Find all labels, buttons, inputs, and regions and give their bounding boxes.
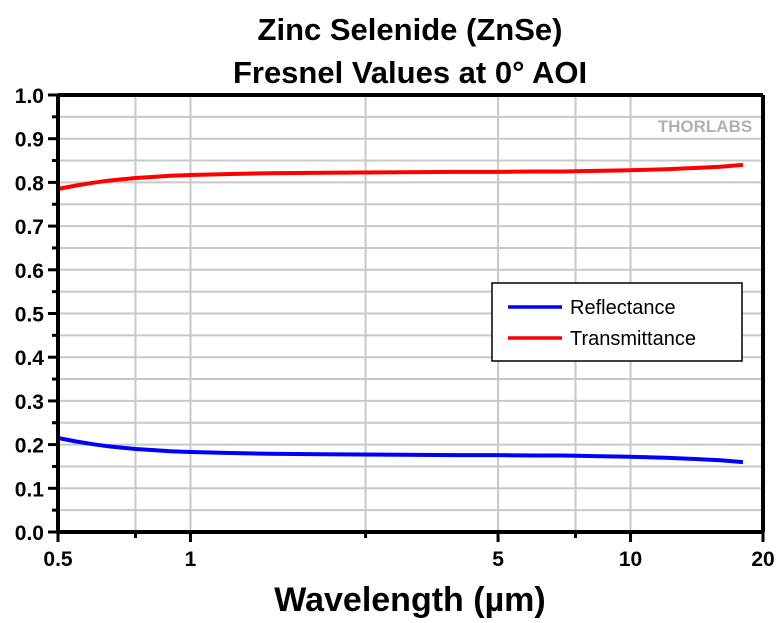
y-tick-label: 0.9 bbox=[15, 129, 44, 152]
y-tick-label: 0.5 bbox=[15, 304, 45, 327]
x-tick-label: 1 bbox=[185, 548, 197, 571]
y-tick-label: 0.3 bbox=[15, 391, 44, 414]
y-tick-label: 1.0 bbox=[15, 85, 44, 108]
tick-labels: 0.0 0.1 0.2 0.3 0.4 0.5 0.6 0.7 0.8 0.9 1.0 0.5 1 5 10… bbox=[15, 85, 775, 571]
y-tick-label: 0.6 bbox=[15, 260, 44, 283]
y-tick-label: 0.8 bbox=[15, 172, 45, 195]
thorlabs-watermark: THORLABS bbox=[658, 117, 752, 136]
chart-subtitle: Fresnel Values at 0° AOI bbox=[233, 55, 587, 90]
y-tick-label: 0.2 bbox=[15, 435, 44, 458]
y-tick-label: 0.4 bbox=[15, 347, 45, 370]
chart-title: Zinc Selenide (ZnSe) bbox=[258, 12, 563, 47]
legend-box bbox=[491, 282, 743, 362]
legend-label-reflectance: Reflectance bbox=[570, 297, 676, 319]
x-tick-label: 20 bbox=[751, 548, 774, 571]
y-tick-label: 0.7 bbox=[15, 216, 44, 239]
series-group bbox=[57, 162, 744, 465]
series-line-reflectance bbox=[57, 436, 744, 465]
y-tick-label: 0.0 bbox=[15, 522, 44, 545]
axes bbox=[48, 93, 765, 542]
x-tick-label: 5 bbox=[492, 548, 504, 571]
legend-label-transmittance: Transmittance bbox=[570, 328, 696, 350]
x-tick-label: 0.5 bbox=[43, 548, 73, 571]
y-tick-label: 0.1 bbox=[15, 478, 45, 501]
x-axis-title: Wavelength (µm) bbox=[274, 581, 545, 619]
series-line-transmittance bbox=[57, 162, 744, 191]
legend: Reflectance Transmittance bbox=[491, 282, 743, 362]
x-tick-label: 10 bbox=[619, 548, 642, 571]
